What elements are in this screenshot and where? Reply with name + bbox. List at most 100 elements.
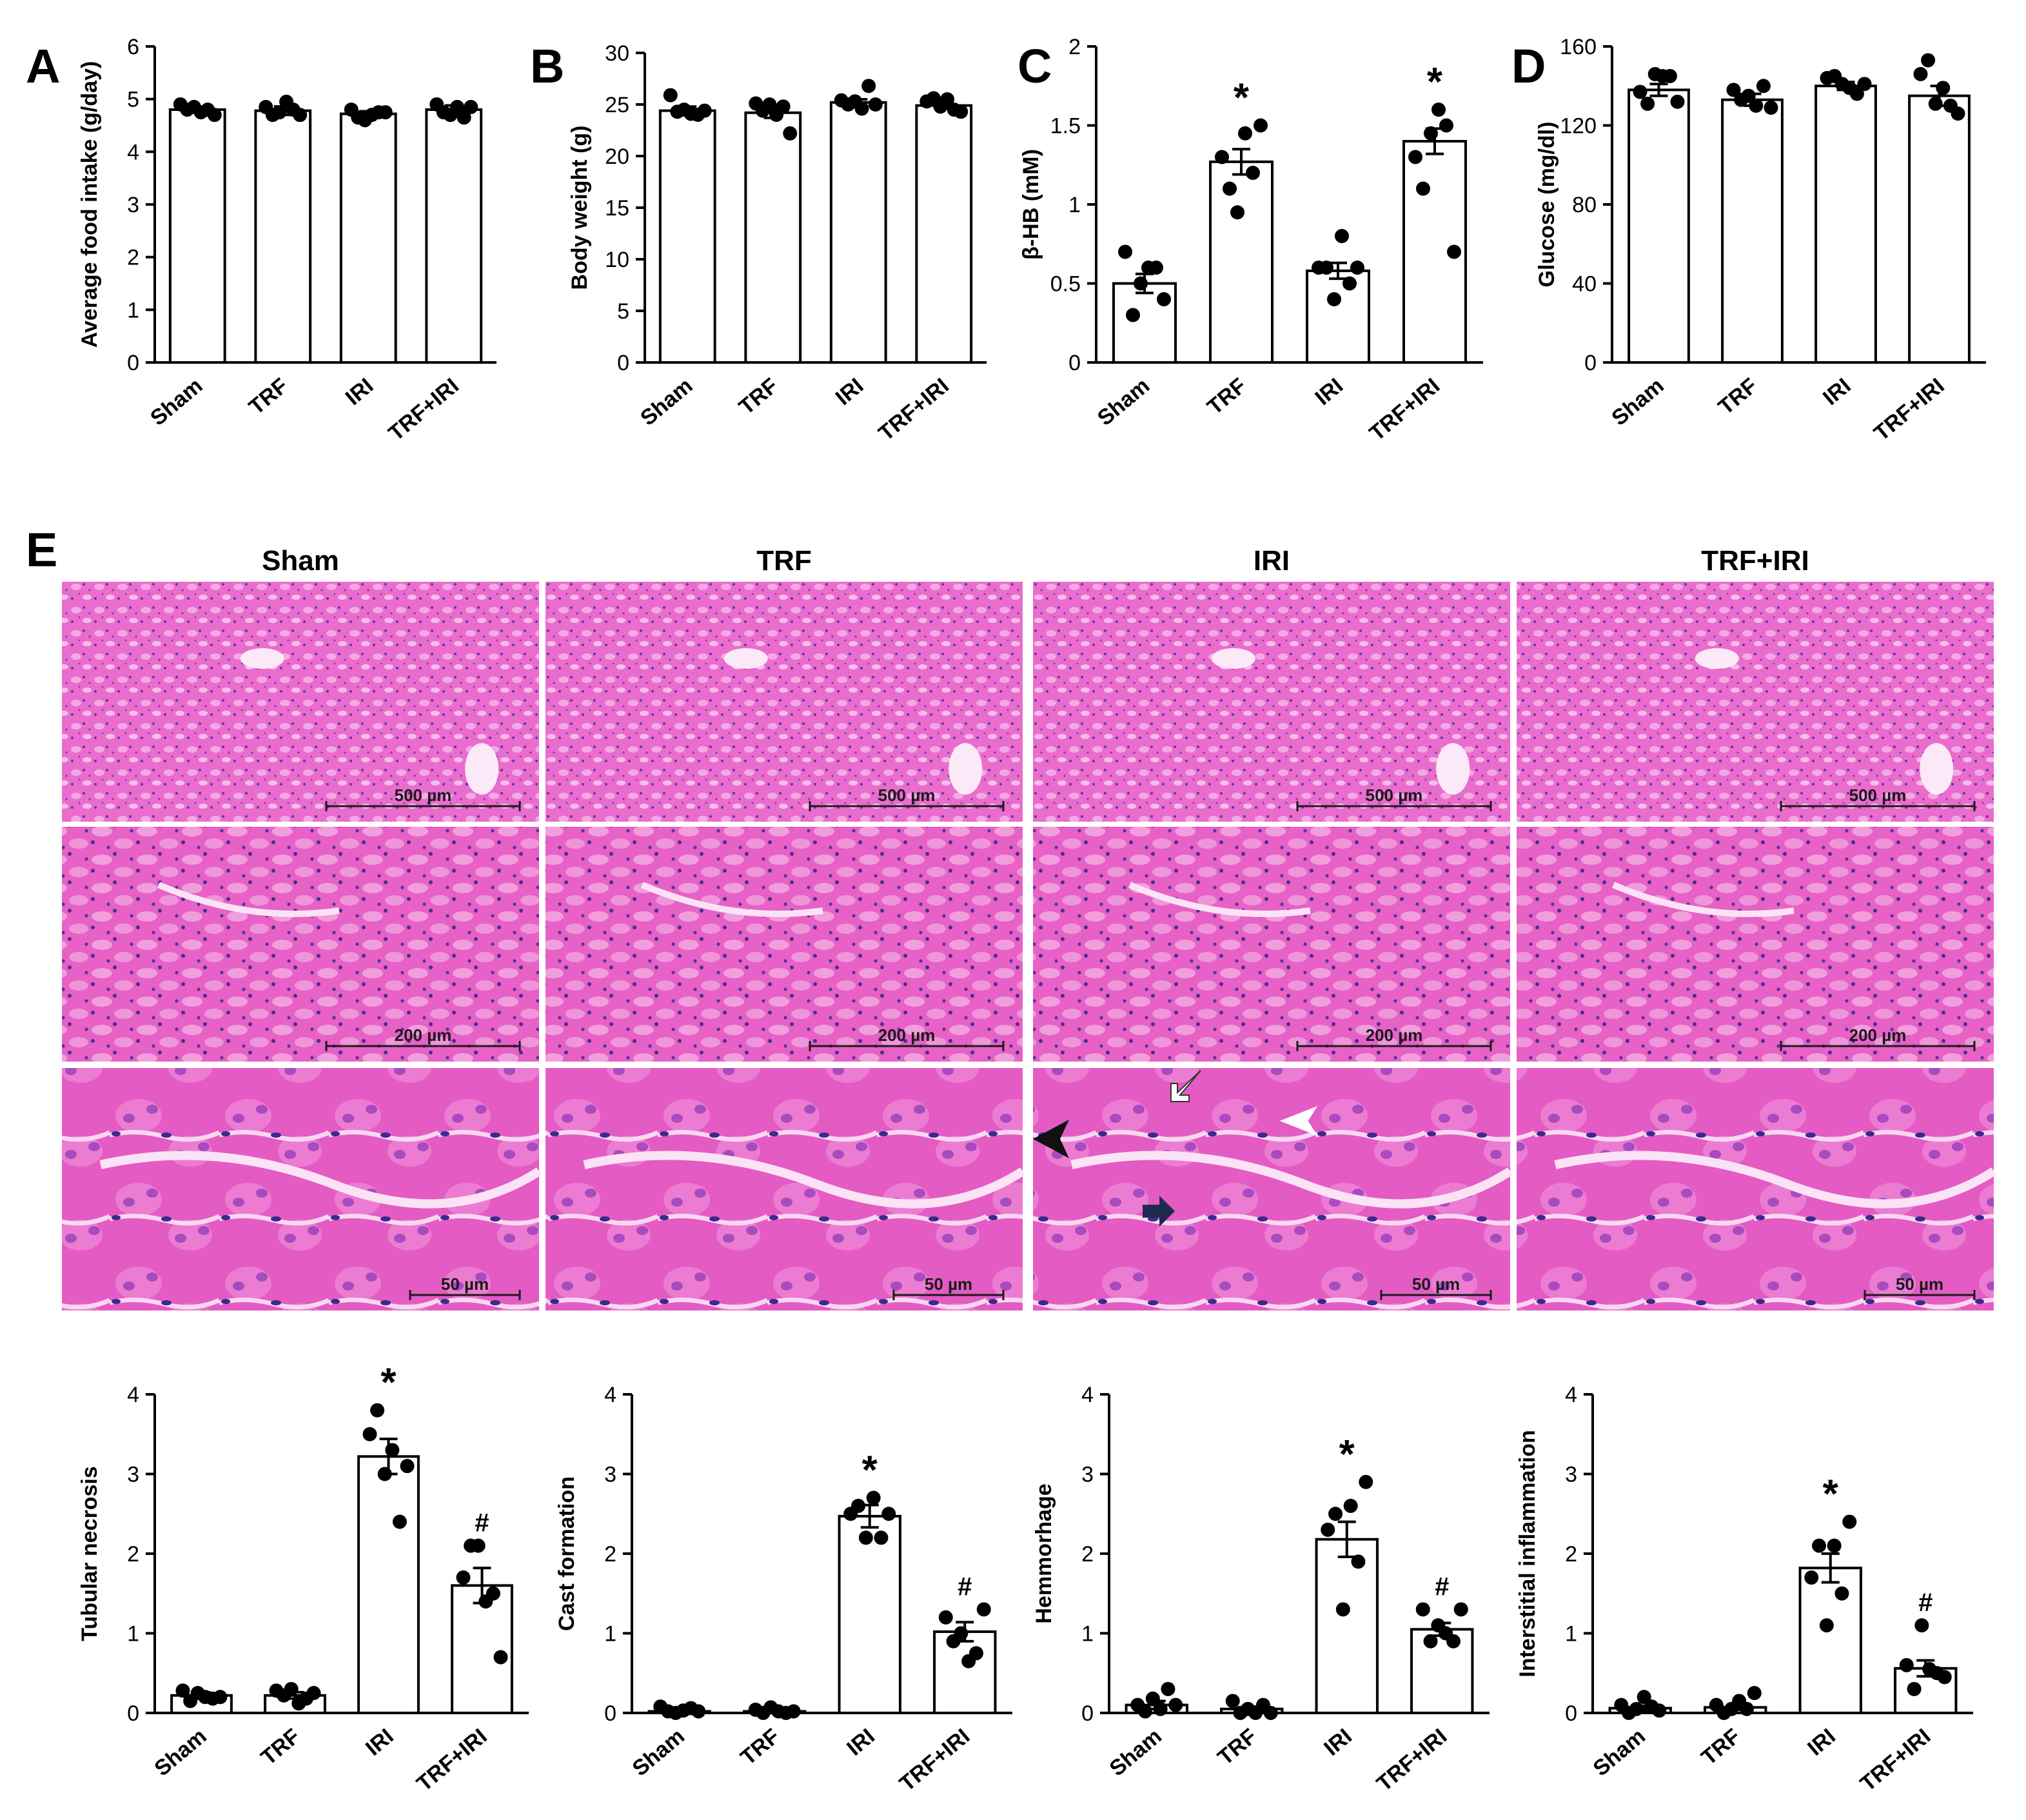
- histology-image: 500 µm: [1517, 582, 1994, 822]
- data-point: [1447, 244, 1461, 259]
- data-point: [1342, 276, 1357, 291]
- white-arrow-icon: [1170, 1070, 1201, 1102]
- y-tick-label: 2: [1081, 1542, 1094, 1567]
- y-tick-label: 0: [1081, 1701, 1094, 1726]
- data-point: [1739, 1701, 1754, 1716]
- tissue-space: [1436, 743, 1470, 795]
- histology-tissue: [546, 1068, 1023, 1311]
- data-point: [1741, 88, 1756, 103]
- y-axis-label: β-HB (mM): [1019, 149, 1043, 260]
- data-point: [1118, 244, 1132, 259]
- y-tick-label: 0: [127, 1701, 139, 1726]
- scale-bar-label: 500 µm: [395, 786, 452, 805]
- data-point: [1913, 66, 1928, 81]
- data-point: [1327, 292, 1341, 306]
- y-tick-label: 1: [1068, 193, 1081, 217]
- data-point: [1431, 103, 1446, 117]
- data-point: [954, 1626, 969, 1641]
- tissue-space: [1070, 1151, 1513, 1209]
- data-point: [1424, 126, 1438, 141]
- y-axis-label: Hemmorhage: [1032, 1483, 1056, 1623]
- data-point: [1726, 83, 1741, 97]
- chart-panel: 0 1 2 3 4 Cast formation Sham TRF * IRI # TRF+IRI: [555, 1383, 1012, 1796]
- data-point: [1359, 1474, 1373, 1489]
- bar: [744, 111, 802, 364]
- histology-image: 500 µm: [1033, 582, 1510, 822]
- data-point: [1335, 1602, 1350, 1617]
- x-tick-label: Sham: [636, 373, 697, 431]
- x-tick-label: IRI: [361, 1724, 398, 1761]
- y-tick-label: 1.5: [1050, 114, 1081, 139]
- x-tick-label: IRI: [1803, 1724, 1840, 1761]
- data-point: [1637, 1690, 1651, 1705]
- tissue-space: [1211, 648, 1255, 669]
- y-tick-label: 1: [127, 1622, 139, 1647]
- data-point: [1138, 1704, 1153, 1719]
- y-tick-label: 2: [604, 1542, 616, 1567]
- data-point: [697, 103, 712, 118]
- panel-letter: C: [1018, 39, 1052, 93]
- x-tick-label: TRF+IRI: [1856, 1724, 1936, 1796]
- significance-marker: #: [958, 1572, 972, 1601]
- data-point: [783, 126, 798, 141]
- data-point: [861, 79, 876, 94]
- y-tick-label: 1: [1081, 1622, 1094, 1647]
- tissue-space: [1554, 1151, 1996, 1209]
- bar: [915, 104, 973, 364]
- x-tick-label: Sham: [1093, 373, 1154, 431]
- data-point: [175, 1683, 190, 1698]
- data-point: [1764, 100, 1778, 115]
- y-axis-label: Average food intake (g/day): [77, 61, 102, 348]
- scale-bar-label: 500 µm: [1849, 786, 1907, 805]
- data-point: [392, 1514, 407, 1529]
- x-tick-label: TRF: [1697, 1724, 1745, 1770]
- bar: [1315, 1538, 1379, 1715]
- chart-panel: D 0 40 80 120 160 Glucose (mg/dl) Sham TRF IRI TRF…: [1511, 35, 1986, 446]
- y-tick-label: 1: [1565, 1622, 1577, 1647]
- histology-image: 500 µm: [62, 582, 539, 822]
- scale-bar-label: 200 µm: [1849, 1025, 1907, 1045]
- significance-marker: *: [1427, 60, 1443, 104]
- data-point: [1416, 181, 1430, 196]
- x-tick-label: Sham: [146, 373, 207, 431]
- y-tick-label: 4: [127, 140, 139, 164]
- histology-image: 200 µm: [1033, 827, 1510, 1062]
- histology-image: 200 µm: [546, 827, 1023, 1062]
- y-tick-label: 20: [605, 144, 629, 169]
- y-axis-label: Interstitial inflammation: [1515, 1430, 1540, 1677]
- histology-column-title: TRF: [756, 545, 812, 577]
- data-point: [1145, 1691, 1160, 1706]
- scale-bar-label: 200 µm: [395, 1025, 452, 1045]
- tissue-space: [583, 1151, 1025, 1209]
- data-point: [1149, 261, 1163, 275]
- bar: [838, 1514, 901, 1715]
- black-arrowhead-icon: [1033, 1120, 1069, 1158]
- y-tick-label: 4: [1565, 1383, 1577, 1407]
- data-point: [1319, 261, 1333, 275]
- x-tick-label: TRF+IRI: [1372, 1724, 1452, 1796]
- dark-arrow-icon: [1143, 1196, 1175, 1227]
- significance-marker: #: [475, 1509, 489, 1538]
- chart-panel: A 0 1 2 3 4 5 6 Average food intake (g/day) Sham T…: [26, 35, 497, 446]
- y-tick-label: 25: [605, 93, 629, 117]
- data-point: [457, 110, 471, 125]
- x-tick-label: IRI: [831, 373, 869, 410]
- data-point: [1907, 1681, 1922, 1696]
- significance-marker: *: [1234, 76, 1250, 121]
- data-point: [1749, 98, 1764, 113]
- data-point: [1670, 94, 1685, 109]
- histology-image: 50 µm: [546, 1068, 1025, 1311]
- data-point: [1254, 118, 1268, 133]
- histology-tissue: [1517, 582, 1994, 822]
- bar: [1209, 160, 1274, 364]
- chart-panel: B 0 5 10 15 20 25 30 Body weight (g) Sham TRF IRI TR…: [530, 39, 987, 446]
- data-point: [1230, 205, 1244, 220]
- data-point: [1928, 96, 1943, 111]
- data-point: [207, 108, 222, 123]
- bar: [168, 108, 226, 364]
- scale-bar-label: 500 µm: [1366, 786, 1423, 805]
- x-tick-label: TRF+IRI: [1869, 373, 1949, 446]
- data-point: [486, 1586, 500, 1601]
- data-point: [400, 1459, 415, 1474]
- data-point: [1168, 1697, 1183, 1712]
